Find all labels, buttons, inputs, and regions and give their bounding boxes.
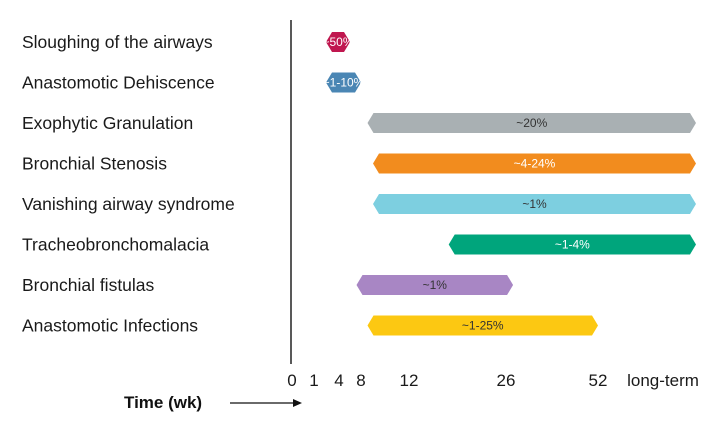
x-tick-label: 52 <box>589 371 608 390</box>
range-bar <box>326 32 350 52</box>
bar-data-label: ~4-24% <box>514 157 556 171</box>
bar-data-label: ~1-25% <box>462 319 504 333</box>
category-label: Tracheobronchomalacia <box>22 235 209 255</box>
range-bar <box>373 194 696 214</box>
x-tick-label: 26 <box>497 371 516 390</box>
category-labels: Sloughing of the airways Anastomotic Dehi… <box>22 32 235 336</box>
category-label: Exophytic Granulation <box>22 113 193 133</box>
range-bar <box>356 275 514 295</box>
range-bar <box>448 234 696 255</box>
x-tick-label: long-term <box>627 371 699 390</box>
category-label: Bronchial fistulas <box>22 275 155 295</box>
x-tick-label: 4 <box>334 371 343 390</box>
bar-data-label: ~1% <box>522 197 547 211</box>
bar-data-label: ~1-4% <box>555 238 590 252</box>
x-tick-label: 12 <box>400 371 419 390</box>
category-label: Vanishing airway syndrome <box>22 194 235 214</box>
bar-data-label: ~1% <box>423 278 448 292</box>
range-bar <box>326 72 361 93</box>
x-tick-labels: 0 1 4 8 12 26 52 long-term <box>287 371 699 390</box>
x-axis-title: Time (wk) <box>124 393 202 412</box>
x-tick-label: 8 <box>356 371 365 390</box>
range-bar <box>367 315 598 336</box>
x-axis-arrow <box>230 399 302 407</box>
bar-data-label: ~1-10% <box>323 76 365 90</box>
x-tick-label: 1 <box>309 371 318 390</box>
bars-group: ~50% ~1-10% ~20% ~4-24% ~1% ~1-4% ~1% ~1-25% <box>322 32 696 336</box>
range-bar <box>367 113 696 133</box>
category-label: Anastomotic Infections <box>22 316 198 336</box>
bar-data-label: ~50% <box>322 35 353 49</box>
bar-data-label: ~20% <box>516 116 547 130</box>
x-tick-label: 0 <box>287 371 296 390</box>
category-label: Anastomotic Dehiscence <box>22 73 215 93</box>
category-label: Bronchial Stenosis <box>22 154 167 174</box>
range-bar <box>373 153 696 174</box>
category-label: Sloughing of the airways <box>22 32 213 52</box>
